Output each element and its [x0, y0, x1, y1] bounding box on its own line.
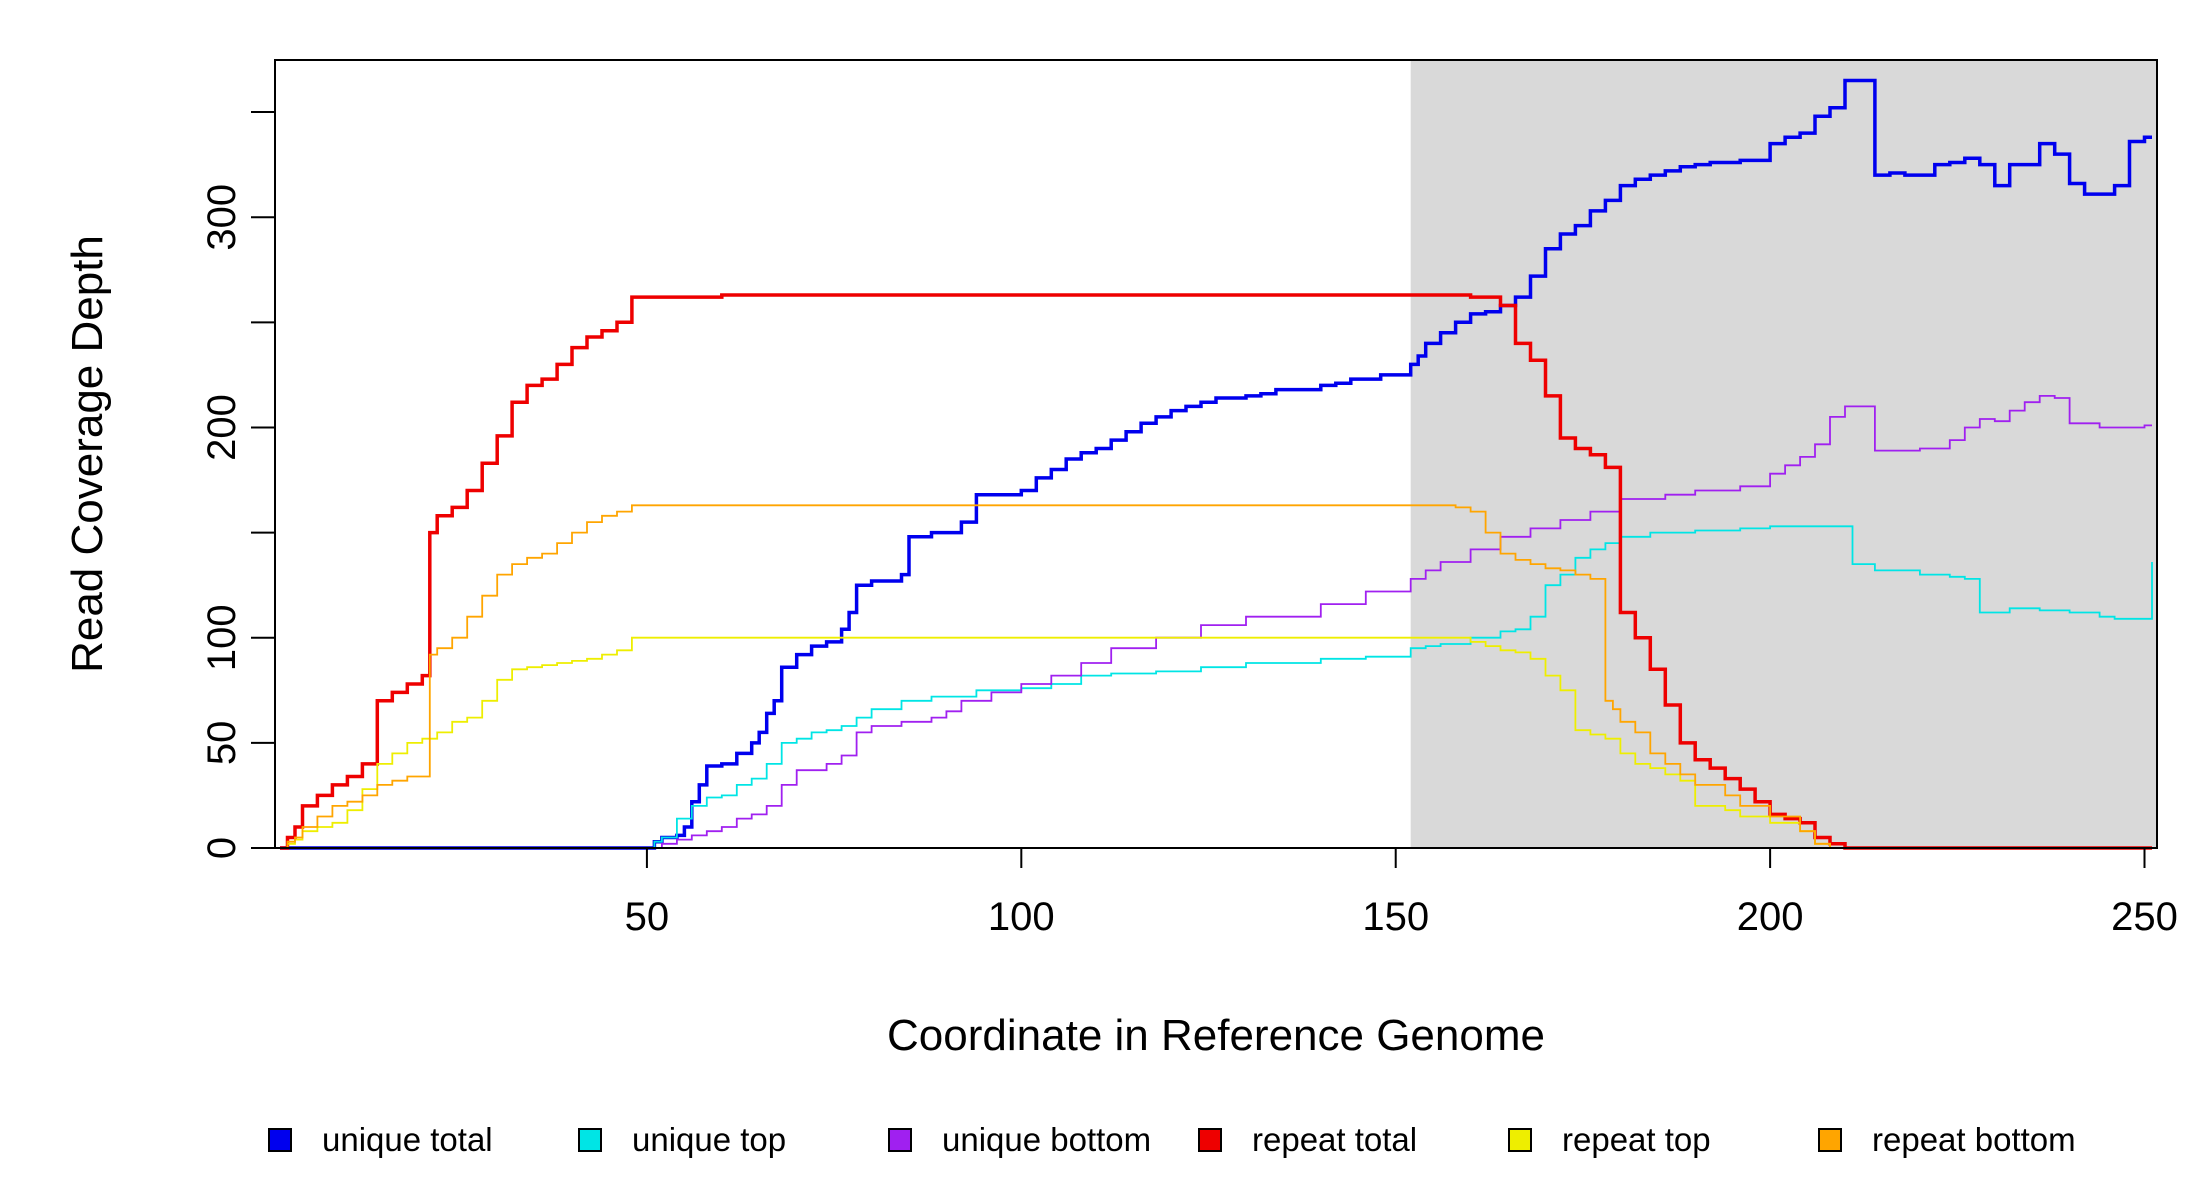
series-line-unique-total — [280, 78, 2152, 850]
legend-swatch — [578, 1128, 602, 1152]
y-axis-title: Read Coverage Depth — [63, 235, 112, 673]
legend-label: unique top — [632, 1121, 787, 1158]
legend-label: repeat top — [1562, 1121, 1711, 1158]
legend-item-repeat-bottom: repeat bottom — [1818, 1110, 2076, 1170]
x-axis: 50 100 150 200 250 — [625, 847, 2178, 939]
legend-label: repeat bottom — [1872, 1121, 2076, 1158]
legend-label: repeat total — [1252, 1121, 1418, 1158]
y-tick-label: 50 — [200, 721, 244, 766]
legend-item-unique-total: unique total — [268, 1110, 493, 1170]
legend-label: unique total — [322, 1121, 493, 1158]
legend-swatch — [1818, 1128, 1842, 1152]
y-tick-label: 200 — [200, 394, 244, 461]
y-tick-label: 100 — [200, 604, 244, 671]
series-line-repeat-bottom — [280, 504, 2152, 849]
legend-item-unique-bottom: unique bottom — [888, 1110, 1151, 1170]
series-lines — [280, 78, 2153, 850]
y-tick-label: 0 — [200, 837, 244, 859]
x-tick-label: 200 — [1737, 895, 1804, 939]
y-tick-label: 300 — [200, 184, 244, 251]
y-axis: 0 50 100 200 300 — [200, 111, 276, 859]
legend-swatch — [268, 1128, 292, 1152]
series-line-repeat-total — [280, 293, 2152, 850]
x-axis-title: Coordinate in Reference Genome — [887, 1011, 1545, 1060]
series-line-unique-top — [280, 525, 2153, 849]
series-line-unique-bottom — [280, 395, 2152, 849]
legend-label: unique bottom — [942, 1121, 1152, 1158]
legend-swatch — [888, 1128, 912, 1152]
legend-item-repeat-top: repeat top — [1508, 1110, 1711, 1170]
legend-item-repeat-total: repeat total — [1198, 1110, 1417, 1170]
x-tick-label: 150 — [1362, 895, 1429, 939]
legend-swatch — [1508, 1128, 1532, 1152]
series-line-repeat-top — [280, 636, 2152, 849]
legend-swatch — [1198, 1128, 1222, 1152]
x-tick-label: 50 — [625, 895, 670, 939]
coverage-chart: 50 100 150 200 250 0 50 100 200 300 Coordinate i… — [63, 59, 2178, 1060]
legend: unique total unique top unique bottom repea… — [0, 1110, 2200, 1170]
x-tick-label: 100 — [988, 895, 1055, 939]
legend-item-unique-top: unique top — [578, 1110, 786, 1170]
shaded-region — [1410, 60, 2157, 848]
x-tick-label: 250 — [2111, 895, 2178, 939]
